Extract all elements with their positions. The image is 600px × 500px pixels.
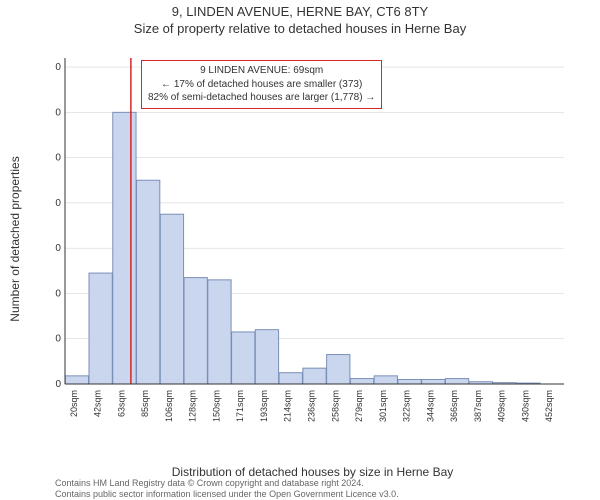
x-tick-label: 301sqm	[378, 390, 388, 422]
histogram-bar	[160, 214, 183, 384]
x-tick-label: 322sqm	[402, 390, 412, 422]
svg-text:200: 200	[55, 288, 61, 299]
histogram-bar	[374, 376, 397, 384]
svg-text:0: 0	[55, 379, 61, 390]
y-axis-label: Number of detached properties	[8, 156, 22, 321]
histogram-bar	[398, 379, 421, 384]
x-tick-label: 106sqm	[164, 390, 174, 422]
histogram-bar	[113, 112, 136, 384]
data-source-caption: Contains HM Land Registry data © Crown c…	[55, 478, 590, 500]
x-tick-label: 409sqm	[497, 390, 507, 422]
histogram-bar	[208, 280, 231, 384]
histogram-bar	[137, 180, 160, 384]
svg-text:400: 400	[55, 198, 61, 209]
x-tick-label: 20sqm	[69, 390, 79, 417]
svg-text:500: 500	[55, 153, 61, 164]
histogram-bar	[303, 368, 326, 384]
x-tick-label: 193sqm	[259, 390, 269, 422]
x-tick-label: 214sqm	[283, 390, 293, 422]
svg-text:100: 100	[55, 334, 61, 345]
histogram-bar	[350, 379, 373, 384]
chart-area: Number of detached properties 0100200300…	[55, 54, 570, 424]
histogram-bar	[445, 379, 468, 384]
infobox-line: 9 LINDEN AVENUE: 69sqm	[148, 64, 375, 78]
infobox-line: 82% of semi-detached houses are larger (…	[148, 91, 375, 105]
x-tick-label: 279sqm	[354, 390, 364, 422]
histogram-bar	[279, 373, 302, 384]
x-tick-label: 452sqm	[544, 390, 554, 422]
histogram-bar	[232, 332, 255, 384]
title-subtitle: Size of property relative to detached ho…	[0, 21, 600, 36]
x-tick-label: 171sqm	[235, 390, 245, 422]
x-tick-label: 387sqm	[473, 390, 483, 422]
title-address: 9, LINDEN AVENUE, HERNE BAY, CT6 8TY	[0, 4, 600, 19]
histogram-bar	[255, 330, 278, 384]
x-tick-label: 128sqm	[188, 390, 198, 422]
x-tick-label: 85sqm	[140, 390, 150, 417]
x-tick-label: 150sqm	[211, 390, 221, 422]
chart-titles: 9, LINDEN AVENUE, HERNE BAY, CT6 8TY Siz…	[0, 4, 600, 36]
svg-text:600: 600	[55, 107, 61, 118]
caption-line-2: Contains public sector information licen…	[55, 489, 590, 500]
histogram-bar	[65, 376, 88, 384]
histogram-bar	[422, 379, 445, 384]
x-tick-label: 344sqm	[425, 390, 435, 422]
svg-text:300: 300	[55, 243, 61, 254]
svg-text:700: 700	[55, 62, 61, 73]
histogram-bar	[327, 355, 350, 384]
marker-infobox: 9 LINDEN AVENUE: 69sqm← 17% of detached …	[141, 60, 382, 109]
x-tick-label: 430sqm	[520, 390, 530, 422]
x-tick-label: 42sqm	[93, 390, 103, 417]
histogram-plot: 0 100 200 300 400 500 600 700 20sqm 42sqm 63sqm 85s…	[55, 54, 570, 424]
x-tick-label: 63sqm	[116, 390, 126, 417]
infobox-line: ← 17% of detached houses are smaller (37…	[148, 78, 375, 92]
x-tick-label: 366sqm	[449, 390, 459, 422]
histogram-bar	[89, 273, 112, 384]
x-tick-label: 258sqm	[330, 390, 340, 422]
x-tick-label: 236sqm	[307, 390, 317, 422]
histogram-bar	[184, 278, 207, 384]
caption-line-1: Contains HM Land Registry data © Crown c…	[55, 478, 590, 489]
